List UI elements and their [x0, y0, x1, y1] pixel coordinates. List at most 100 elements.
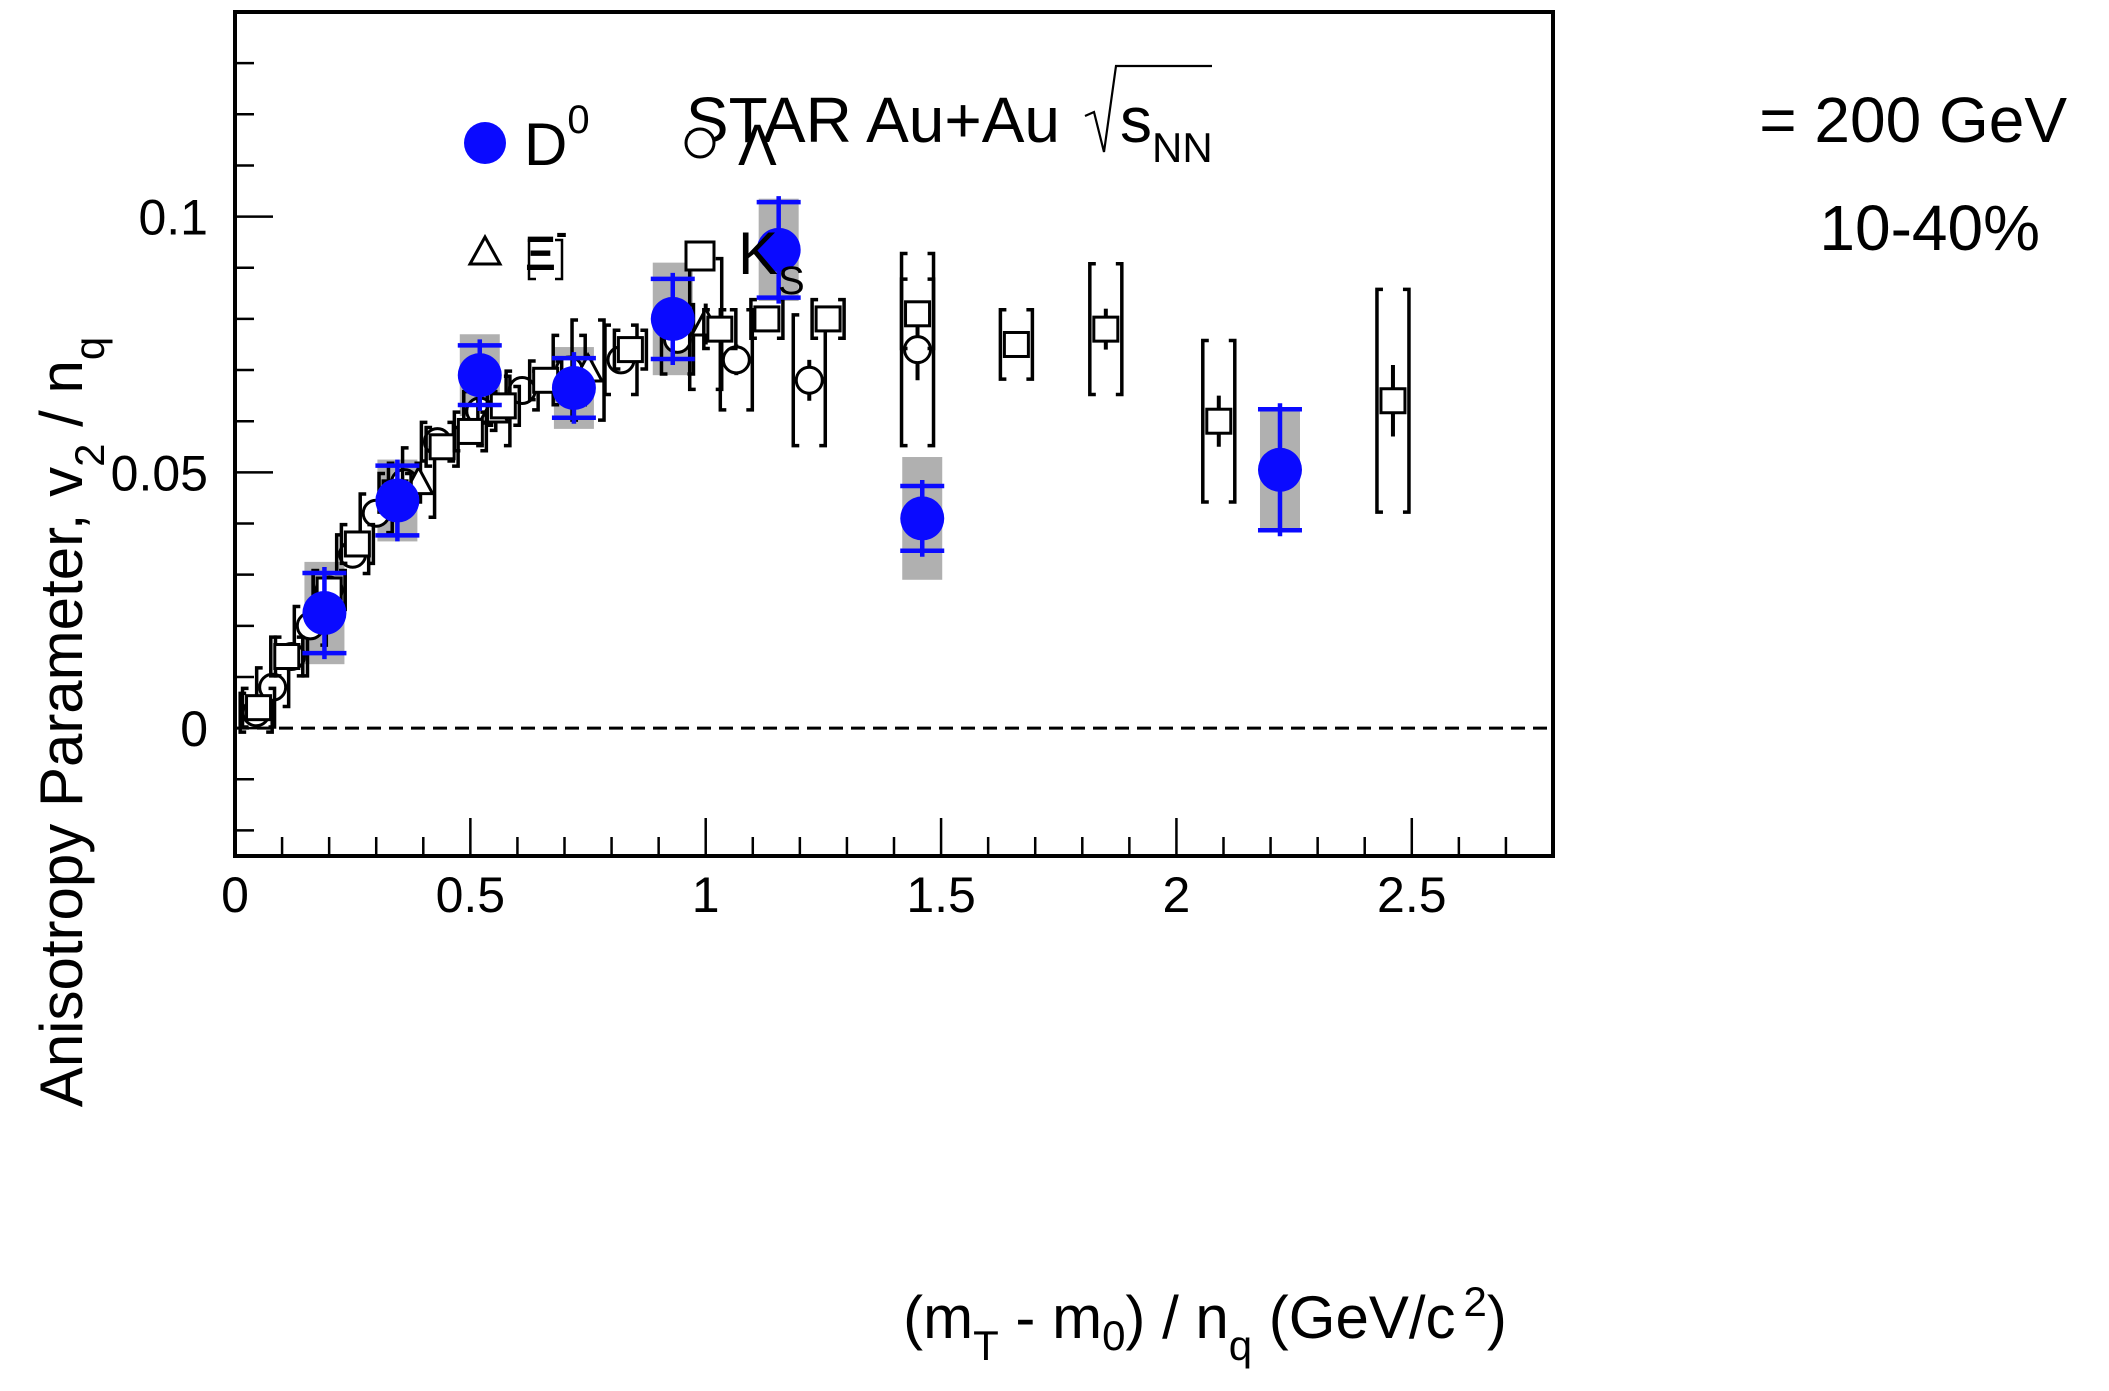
lambda-marker	[721, 345, 751, 375]
x-title-part: - m	[999, 1284, 1102, 1351]
d0-marker	[650, 296, 695, 341]
x-title-part: (GeV/c	[1252, 1284, 1455, 1351]
y-tick-label: 0.05	[111, 445, 208, 501]
legend-d0-marker	[464, 122, 506, 164]
legend-ks-sub: S	[778, 259, 805, 303]
ks-marker	[273, 643, 301, 671]
legend-lambda-label: Λ	[738, 113, 777, 178]
sys-bracket-left	[1201, 338, 1209, 504]
legend-ks-label: KS	[738, 220, 805, 303]
ks-marker	[456, 417, 484, 445]
legend-ks-text: K	[738, 220, 778, 287]
x-axis-title: (mT - m0) / nq (GeV/c 2)	[903, 1278, 1507, 1369]
legend-ks-marker	[684, 240, 716, 272]
sys-bracket-right	[513, 384, 522, 427]
energy-label: = 200 GeV	[1759, 84, 2067, 156]
sys-bracket-right	[729, 308, 738, 351]
ks-point	[452, 410, 489, 453]
sqrt-s-label: sNN	[1120, 84, 1213, 171]
ks-marker	[428, 433, 456, 461]
ks-marker	[904, 300, 932, 328]
ks-marker	[1092, 315, 1120, 343]
ks-marker	[706, 315, 734, 343]
lambda-point	[791, 313, 828, 448]
sys-bracket-left	[527, 359, 536, 402]
sqrt-s: s	[1120, 84, 1152, 156]
legend-d0-sup: 0	[567, 98, 589, 142]
d0-point	[551, 352, 596, 424]
d0-point	[375, 459, 420, 542]
d0-point	[756, 196, 801, 304]
x-title-part: )	[1487, 1284, 1507, 1351]
y-title-sub-2: 2	[66, 444, 113, 467]
x-title-sub-q: q	[1229, 1322, 1252, 1369]
sys-bracket-right	[640, 328, 649, 371]
sys-bracket-right	[1115, 262, 1124, 397]
sys-bracket-right	[1026, 308, 1035, 381]
ks-point	[339, 522, 376, 566]
sqrt-radical	[1084, 64, 1212, 153]
ks-point	[1088, 262, 1124, 397]
legend-xi-sup: -	[556, 214, 567, 252]
ks-marker	[245, 694, 273, 722]
d0-marker	[302, 591, 347, 636]
y-title-sub-q: q	[66, 337, 113, 360]
sys-bracket-left	[1088, 262, 1096, 397]
ks-marker	[814, 305, 842, 333]
legend-xi-left-bracket	[527, 238, 536, 281]
ks-marker	[1379, 387, 1407, 415]
sys-bracket-right	[1402, 287, 1411, 514]
legend-d0-label: D0	[524, 98, 590, 178]
d0-point	[1257, 403, 1302, 537]
sys-bracket-left	[810, 297, 819, 341]
legend: D0 Λ Ξ- KS	[464, 98, 805, 303]
y-title-part: / n	[28, 360, 95, 443]
ks-marker	[616, 336, 644, 364]
ks-point	[899, 277, 936, 351]
ks-point	[1201, 338, 1237, 504]
x-title-sub-T: T	[973, 1322, 999, 1369]
x-title-sup-2: 2	[1464, 1278, 1487, 1325]
y-title-part: Anisotropy Parameter, v	[28, 467, 95, 1107]
x-tick-label: 2.5	[1377, 867, 1447, 923]
x-title-part: (m	[903, 1284, 973, 1351]
sys-bracket-right	[367, 522, 376, 566]
sys-bracket-left	[269, 635, 277, 678]
sys-bracket-left	[702, 308, 710, 351]
ks-marker	[1205, 407, 1233, 435]
sqrt-symbol	[1084, 64, 1212, 153]
legend-d0-text: D	[524, 111, 567, 178]
d0-marker	[551, 365, 596, 410]
lambda-marker	[794, 365, 824, 395]
sys-bracket-right	[296, 635, 305, 678]
d0-marker	[1257, 447, 1302, 492]
y-tick-label: 0	[180, 701, 208, 757]
ks-point	[810, 297, 846, 341]
ks-point	[269, 635, 305, 678]
legend-xi-right-bracket	[555, 238, 564, 281]
d0-point	[302, 566, 347, 660]
d0-point	[457, 339, 502, 411]
d0-marker	[900, 496, 945, 541]
d0-point	[900, 480, 945, 557]
experiment-label: STAR Au+Au	[686, 84, 1060, 156]
centrality-label: 10-40%	[1819, 192, 2040, 264]
x-tick-label: 2	[1163, 867, 1191, 923]
legend-xi-marker	[467, 233, 503, 266]
sys-bracket-right	[480, 410, 489, 453]
x-tick-label: 0.5	[436, 867, 506, 923]
ks-point	[998, 308, 1035, 381]
y-axis-title: Anisotropy Parameter, v2 / nq	[28, 337, 113, 1107]
sys-bracket-left	[791, 313, 800, 448]
sys-bracket-left	[749, 297, 757, 341]
sys-bracket-left	[1375, 287, 1383, 514]
legend-lambda-marker	[684, 127, 716, 159]
sys-bracket-right	[1228, 338, 1237, 504]
d0-marker	[375, 478, 420, 523]
y-tick-label: 0.1	[138, 190, 208, 246]
sys-bracket-right	[927, 277, 936, 351]
sys-bracket-right	[838, 297, 846, 341]
sys-bracket-left	[998, 308, 1007, 381]
ks-point	[424, 425, 460, 468]
d0-markers-layer	[302, 196, 1302, 660]
